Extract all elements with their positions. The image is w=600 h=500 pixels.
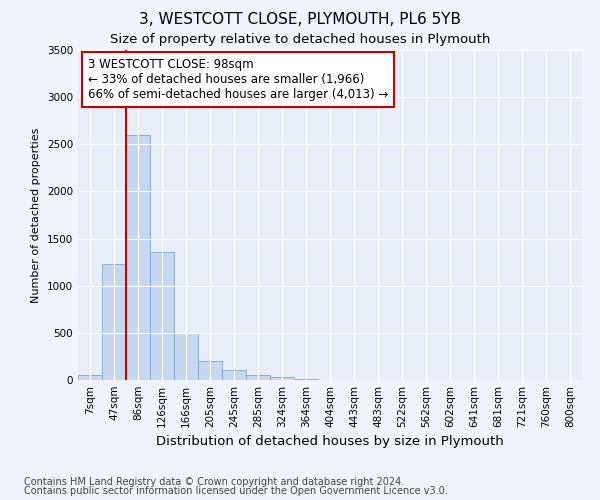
Bar — [270, 377, 294, 380]
Bar — [294, 379, 318, 380]
X-axis label: Distribution of detached houses by size in Plymouth: Distribution of detached houses by size … — [156, 436, 504, 448]
Bar — [246, 376, 270, 380]
Text: 3 WESTCOTT CLOSE: 98sqm
← 33% of detached houses are smaller (1,966)
66% of semi: 3 WESTCOTT CLOSE: 98sqm ← 33% of detache… — [88, 58, 388, 101]
Text: Contains public sector information licensed under the Open Government Licence v3: Contains public sector information licen… — [24, 486, 448, 496]
Bar — [150, 252, 174, 380]
Bar — [78, 376, 102, 380]
Bar — [198, 361, 222, 380]
Bar — [222, 370, 246, 380]
Bar — [126, 135, 150, 380]
Bar — [174, 333, 198, 380]
Text: Contains HM Land Registry data © Crown copyright and database right 2024.: Contains HM Land Registry data © Crown c… — [24, 477, 404, 487]
Text: 3, WESTCOTT CLOSE, PLYMOUTH, PL6 5YB: 3, WESTCOTT CLOSE, PLYMOUTH, PL6 5YB — [139, 12, 461, 28]
Text: Size of property relative to detached houses in Plymouth: Size of property relative to detached ho… — [110, 32, 490, 46]
Bar — [102, 264, 126, 380]
Y-axis label: Number of detached properties: Number of detached properties — [31, 128, 41, 302]
